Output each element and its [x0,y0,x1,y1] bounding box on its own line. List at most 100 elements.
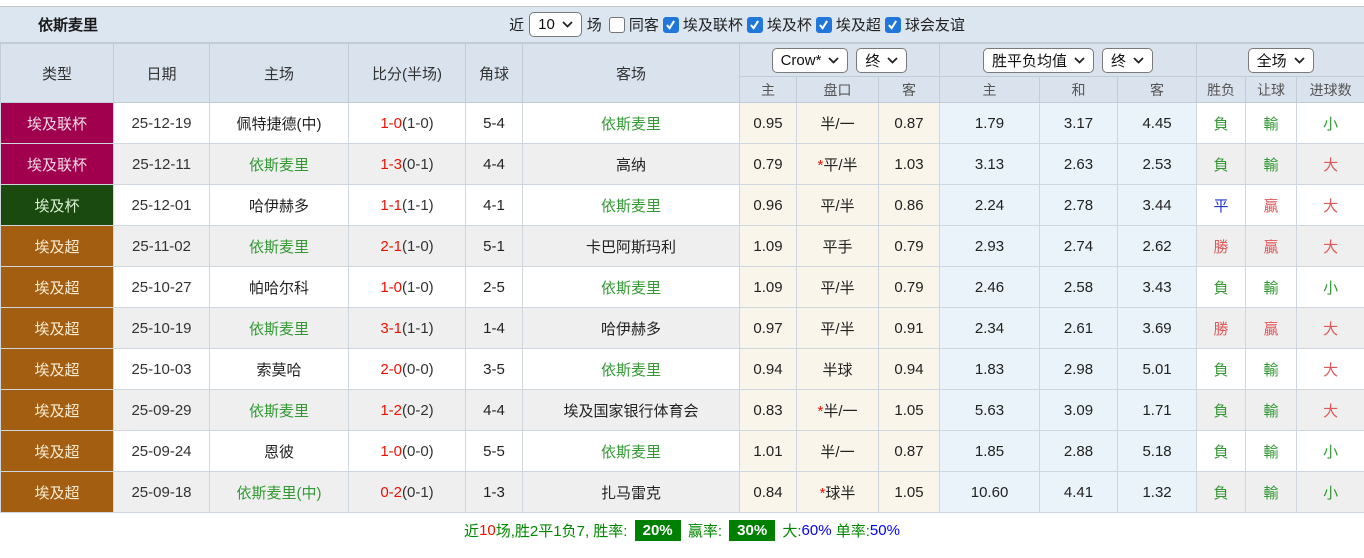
away-team: 卡巴阿斯玛利 [522,225,740,267]
unit-label: 场 [586,17,602,34]
avg-home: 2.24 [939,184,1041,226]
avg-away: 1.71 [1117,389,1198,431]
chevron-down-icon [1074,56,1085,64]
filter-checkbox-1[interactable] [662,16,679,33]
result-handicap: 輸 [1245,143,1298,185]
home-team-link[interactable]: 依斯麦里 [248,238,309,256]
recent-count-select[interactable]: 10 [529,12,582,37]
home-team-link[interactable]: 恩彼 [263,443,294,461]
away-team-link[interactable]: 哈伊赫多 [600,320,661,338]
home-team-link[interactable]: 哈伊赫多 [248,197,309,215]
home-team: 依斯麦里 [209,143,349,185]
away-team: 依斯麦里 [522,102,740,144]
toolbar-controls: 近 10 场 同客 埃及联杯 埃及杯 埃及超 球会友谊 [0,7,1364,42]
home-team-link[interactable]: 依斯麦里 [248,402,309,420]
odds-company-value: Crow* [780,51,822,69]
away-team-link[interactable]: 依斯麦里 [600,197,661,215]
fulltime-score: 0-2 [380,483,402,501]
result-handicap: 輸 [1245,102,1298,144]
odds-away: 1.03 [877,143,941,185]
odds-home: 0.84 [739,471,797,513]
avg-draw: 2.88 [1039,430,1119,472]
corner-score: 4-1 [465,184,523,226]
halftime-score: (1-0) [402,114,434,132]
fulltime-score: 1-1 [380,196,402,214]
recent-count-value: 10 [538,16,555,33]
avg-draw: 3.09 [1039,389,1119,431]
sub-header-outcome: 胜负 [1196,76,1247,103]
odds-away: 0.79 [877,266,941,308]
avg-state-select[interactable]: 终 [1102,47,1154,73]
home-team-link[interactable]: 依斯麦里(中) [236,484,322,502]
away-team-link[interactable]: 卡巴阿斯玛利 [585,238,676,256]
halftime-score: (1-0) [402,237,434,255]
odds-state-value: 终 [865,52,881,70]
away-team-link[interactable]: 依斯麦里 [600,443,661,461]
type-badge: 埃及超 [0,225,114,267]
type-badge: 埃及超 [0,266,114,308]
avg-home: 3.13 [939,143,1041,185]
fulltime-score: 1-2 [380,401,402,419]
avg-draw: 3.17 [1039,102,1119,144]
home-team-link[interactable]: 依斯麦里 [248,156,309,174]
away-team: 依斯麦里 [522,184,740,226]
type-badge: 埃及超 [0,307,114,349]
filter-checkbox-4[interactable] [884,16,901,33]
away-team-link[interactable]: 依斯麦里 [600,115,661,133]
filter-checkbox-0[interactable] [608,16,625,33]
odds-company-select[interactable]: Crow* [771,47,849,73]
home-team-link[interactable]: 索莫哈 [256,361,302,379]
table-row: 埃及超 25-10-27 帕哈尔科 1-0(1-0) 2-5 依斯麦里 1.09 平/半 0.7… [0,266,1364,308]
summary-segment: 场,胜2平1负7, 胜率: [495,522,632,540]
summary-segment: 近 [464,522,480,540]
away-team: 埃及国家银行体育会 [522,389,740,431]
filter-label: 埃及联杯 [682,17,743,34]
result-goals: 大 [1296,225,1364,267]
home-team-link[interactable]: 帕哈尔科 [248,279,309,297]
away-team-link[interactable]: 埃及国家银行体育会 [563,402,699,420]
match-date: 25-09-29 [113,389,210,431]
col-header-type: 类型 [0,43,114,103]
match-date: 25-09-18 [113,471,210,513]
table-row: 埃及杯 25-12-01 哈伊赫多 1-1(1-1) 4-1 依斯麦里 0.96 平/半 0.8… [0,184,1364,226]
home-team: 依斯麦里(中) [209,471,349,513]
home-team-link[interactable]: 佩特捷德(中) [236,115,322,133]
match-date: 25-12-19 [113,102,210,144]
home-team: 哈伊赫多 [209,184,349,226]
avg-home: 1.85 [939,430,1041,472]
avg-metric-select[interactable]: 胜平负均值 [983,47,1095,73]
result-handicap: 輸 [1245,389,1298,431]
type-badge: 埃及联杯 [0,102,114,144]
away-team-link[interactable]: 扎马雷克 [600,484,661,502]
match-date: 25-10-27 [113,266,210,308]
away-team-link[interactable]: 高纳 [615,156,646,174]
fulltime-score: 2-1 [380,237,402,255]
scope-select[interactable]: 全场 [1247,47,1314,73]
avg-draw: 2.63 [1039,143,1119,185]
sub-header-handicap: 盘口 [796,76,879,103]
result-handicap: 輸 [1245,430,1298,472]
odds-group-header: Crow* 终 [738,43,941,77]
odds-away: 1.05 [877,389,941,431]
filter-checkbox-2[interactable] [746,16,763,33]
odds-handicap: 半球 [796,348,879,390]
table-row: 埃及超 25-10-03 索莫哈 2-0(0-0) 3-5 依斯麦里 0.94 半球 0.94 1… [0,348,1364,390]
result-outcome: 負 [1196,389,1247,431]
away-team-link[interactable]: 依斯麦里 [600,361,661,379]
odds-state-select[interactable]: 终 [856,47,908,73]
home-team-link[interactable]: 依斯麦里 [248,320,309,338]
avg-away: 2.53 [1117,143,1198,185]
odds-home: 1.09 [739,266,797,308]
filter-checkbox-3[interactable] [815,16,832,33]
odds-home: 0.83 [739,389,797,431]
star-mark: * [817,402,824,420]
halftime-score: (0-0) [402,360,434,378]
avg-away: 3.43 [1117,266,1198,308]
odds-handicap: 半/一 [796,430,879,472]
halftime-score: (0-1) [402,483,434,501]
check-icon [666,19,676,30]
away-team-link[interactable]: 依斯麦里 [600,279,661,297]
result-handicap: 輸 [1245,471,1298,513]
odds-home: 1.09 [739,225,797,267]
odds-home: 1.01 [739,430,797,472]
